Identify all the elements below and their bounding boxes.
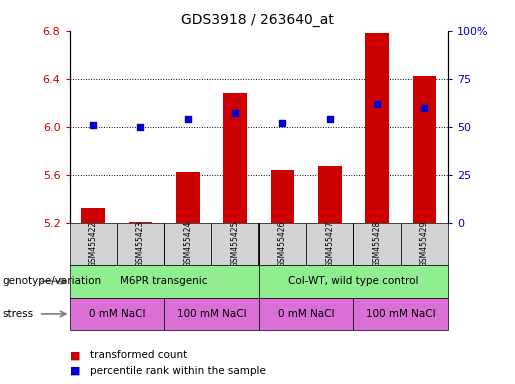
Text: GSM455428: GSM455428: [372, 221, 382, 267]
Text: ■: ■: [70, 350, 80, 360]
Bar: [70, 265, 259, 298]
Bar: [164, 298, 259, 330]
Bar: [212, 223, 259, 265]
Bar: [401, 223, 448, 265]
Bar: [117, 223, 164, 265]
Point: [89, 122, 97, 128]
Text: 100 mM NaCl: 100 mM NaCl: [366, 309, 436, 319]
Text: GSM455424: GSM455424: [183, 221, 192, 267]
Bar: [224, 93, 247, 223]
Bar: [259, 223, 306, 265]
Bar: [176, 172, 200, 223]
Text: GSM455426: GSM455426: [278, 221, 287, 267]
Bar: [259, 298, 353, 330]
Text: 0 mM NaCl: 0 mM NaCl: [89, 309, 145, 319]
Point: [136, 124, 145, 130]
Bar: [306, 223, 353, 265]
Text: GDS3918 / 263640_at: GDS3918 / 263640_at: [181, 13, 334, 27]
Text: Col-WT, wild type control: Col-WT, wild type control: [288, 276, 419, 286]
Bar: [353, 223, 401, 265]
Text: percentile rank within the sample: percentile rank within the sample: [90, 366, 266, 376]
Point: [325, 116, 334, 122]
Bar: [259, 265, 448, 298]
Text: GSM455425: GSM455425: [231, 221, 239, 267]
Point: [373, 101, 381, 107]
Bar: [81, 209, 105, 223]
Bar: [413, 76, 436, 223]
Point: [278, 120, 286, 126]
Text: ■: ■: [70, 366, 80, 376]
Bar: [270, 170, 294, 223]
Text: transformed count: transformed count: [90, 350, 187, 360]
Bar: [129, 222, 152, 223]
Bar: [164, 223, 212, 265]
Bar: [318, 166, 341, 223]
Point: [231, 110, 239, 116]
Bar: [353, 298, 448, 330]
Text: GSM455429: GSM455429: [420, 221, 429, 267]
Bar: [365, 33, 389, 223]
Text: genotype/variation: genotype/variation: [3, 276, 101, 286]
Text: 100 mM NaCl: 100 mM NaCl: [177, 309, 246, 319]
Point: [420, 104, 428, 111]
Bar: [70, 298, 164, 330]
Point: [184, 116, 192, 122]
Text: M6PR transgenic: M6PR transgenic: [121, 276, 208, 286]
Text: GSM455427: GSM455427: [325, 221, 334, 267]
Text: GSM455423: GSM455423: [136, 221, 145, 267]
Text: GSM455422: GSM455422: [89, 221, 98, 267]
Text: 0 mM NaCl: 0 mM NaCl: [278, 309, 334, 319]
Bar: [70, 223, 117, 265]
Text: stress: stress: [3, 309, 33, 319]
